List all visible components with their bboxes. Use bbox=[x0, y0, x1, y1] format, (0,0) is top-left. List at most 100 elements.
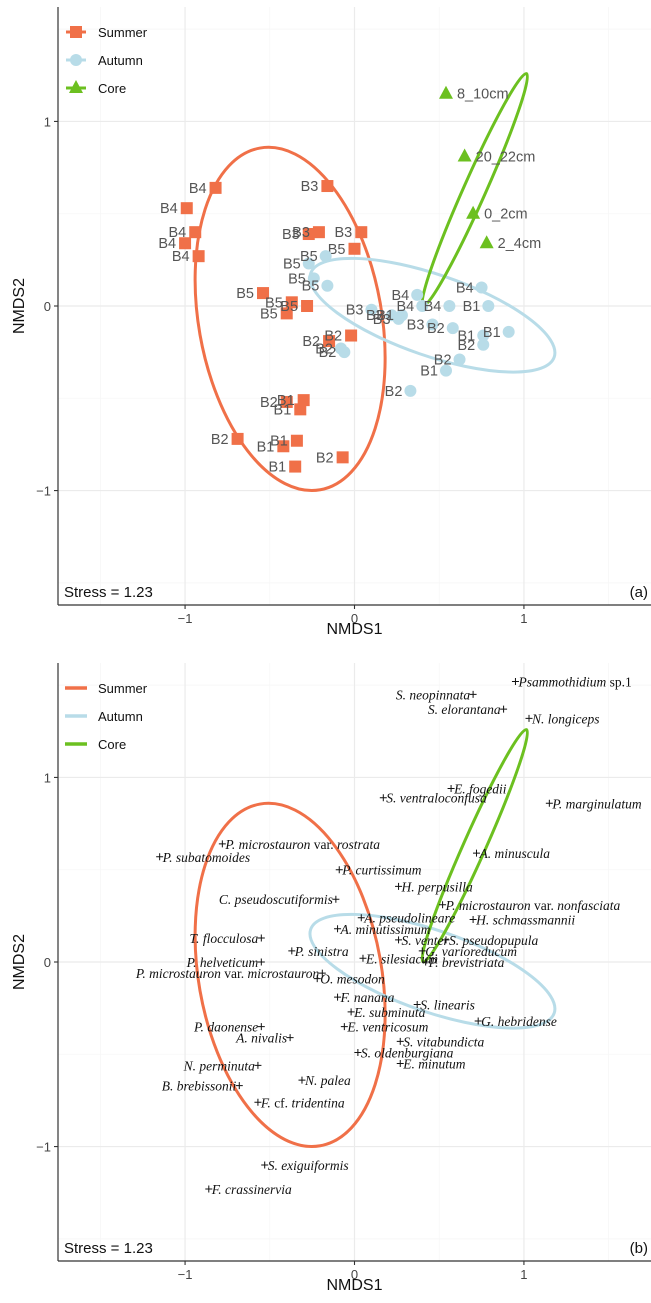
species-label-word: helveticum bbox=[196, 955, 258, 970]
species-point bbox=[254, 1061, 262, 1069]
species-label-word: A. bbox=[478, 846, 491, 861]
species-point bbox=[359, 954, 367, 962]
species-point bbox=[474, 1017, 482, 1025]
species-point bbox=[257, 934, 265, 942]
summer-point bbox=[180, 202, 193, 215]
species-label: H. schmassmannii bbox=[475, 913, 575, 928]
species-label: N. perminuta bbox=[183, 1058, 256, 1073]
summer-point-label: B4 bbox=[189, 181, 207, 197]
species-label: F. crassinervia bbox=[211, 1182, 292, 1197]
species-point bbox=[357, 914, 365, 922]
species-label-word: E. bbox=[346, 1020, 359, 1035]
autumn-point-label: B3 bbox=[366, 308, 384, 324]
species-point bbox=[469, 690, 477, 698]
summer-point bbox=[294, 403, 307, 416]
summer-point-label: B5 bbox=[328, 242, 346, 258]
species-label-word: P. bbox=[341, 863, 352, 878]
species-label: Fragilaria aquaplus bbox=[512, 647, 623, 662]
species-point bbox=[334, 925, 342, 933]
species-point bbox=[379, 794, 387, 802]
x-tick-label: 0 bbox=[351, 611, 358, 626]
species-point bbox=[447, 785, 455, 793]
species-label-word: nonfasciata bbox=[554, 898, 621, 913]
species-label-word: S. bbox=[420, 997, 430, 1012]
species-label-word: marginulatum bbox=[562, 796, 642, 811]
plot-area: Fragilaria aquaplus Psammothidium sp.1 S. … bbox=[135, 647, 642, 1197]
species-label: F. cf. tridentina bbox=[260, 1095, 345, 1110]
summer-point bbox=[290, 434, 303, 447]
species-label: S. pseudopupula bbox=[449, 933, 538, 948]
species-label: P. microstauron var. nonfasciata bbox=[445, 898, 621, 913]
stress-annotation: Stress = 1.23 bbox=[64, 584, 153, 601]
legend-label: Autumn bbox=[98, 53, 143, 68]
summer-point bbox=[277, 440, 290, 453]
summer-point bbox=[302, 228, 315, 241]
autumn-point bbox=[319, 250, 332, 263]
autumn-point-label: B1 bbox=[376, 308, 394, 324]
species-point bbox=[396, 1060, 404, 1068]
species-label-word: minutissimum bbox=[352, 922, 431, 937]
species-label: F. nanana bbox=[340, 990, 395, 1005]
species-label-word: venter bbox=[412, 933, 450, 948]
species-label-word: rostrata bbox=[334, 837, 381, 852]
species-label-word: H. bbox=[401, 879, 415, 894]
species-point bbox=[156, 853, 164, 861]
species-label-word: S. bbox=[386, 791, 396, 806]
species-label: E. subminuta bbox=[353, 1005, 426, 1020]
species-point bbox=[395, 936, 403, 944]
species-label-word: P. bbox=[186, 955, 197, 970]
autumn-point bbox=[477, 338, 490, 351]
species-point bbox=[218, 840, 226, 848]
species-label: E. silesiacum bbox=[365, 951, 438, 966]
species-point bbox=[335, 866, 343, 874]
summer-point-label: B3 bbox=[335, 225, 353, 241]
summer-point bbox=[179, 237, 192, 250]
species-point bbox=[525, 714, 533, 722]
x-tick-label: 0 bbox=[351, 1267, 358, 1282]
species-label-word: microstauron bbox=[235, 837, 310, 852]
summer-point-label: B3 bbox=[292, 225, 310, 241]
autumn-point-label: B4 bbox=[456, 281, 474, 297]
species-label-word: C. bbox=[219, 892, 231, 907]
summer-point-label: B2 bbox=[260, 395, 278, 411]
species-label: E. ventricosum bbox=[346, 1020, 428, 1035]
autumn-point bbox=[411, 288, 424, 301]
autumn-point bbox=[307, 272, 320, 285]
summer-point-label: B2 bbox=[316, 450, 334, 466]
summer-point-label: B2 bbox=[302, 334, 320, 350]
species-label-word: var. bbox=[310, 837, 333, 852]
species-label-word: F. bbox=[211, 1182, 222, 1197]
species-point bbox=[288, 947, 296, 955]
summer-point bbox=[209, 181, 222, 194]
species-label-word: aquaplus bbox=[570, 647, 623, 662]
species-label-word: S. bbox=[403, 1034, 413, 1049]
autumn-point-label: B1 bbox=[483, 325, 501, 341]
x-tick-label: 1 bbox=[520, 611, 527, 626]
species-label: P. daonense bbox=[193, 1020, 258, 1035]
summer-point-label: B1 bbox=[270, 434, 288, 450]
species-point bbox=[545, 799, 553, 807]
species-label-word: P. bbox=[162, 850, 173, 865]
species-label-word: Psammothidium bbox=[517, 674, 606, 689]
species-label-word: S. bbox=[428, 702, 438, 717]
y-axis-label: NMDS2 bbox=[11, 278, 28, 334]
species-label-word: N. bbox=[183, 1058, 196, 1073]
summer-point-label: B4 bbox=[160, 201, 178, 217]
summer-point bbox=[301, 300, 314, 312]
core-point-label: 8_10cm bbox=[457, 87, 509, 103]
species-label-word: daonense bbox=[204, 1020, 258, 1035]
summer-point-label: B3 bbox=[282, 227, 300, 243]
species-point bbox=[472, 849, 480, 857]
summer-point-label: B2 bbox=[324, 329, 342, 345]
autumn-point bbox=[404, 384, 417, 397]
species-label-word: neopinnata bbox=[406, 687, 470, 702]
species-label-word: microstauron bbox=[244, 966, 319, 981]
species-label-word: curtissimum bbox=[352, 863, 422, 878]
summer-point-label: B4 bbox=[168, 225, 186, 241]
summer-point-label: B5 bbox=[265, 295, 283, 311]
core-point bbox=[479, 235, 494, 249]
summer-point-label: B5 bbox=[260, 306, 278, 322]
species-label: S. elorantana bbox=[428, 702, 501, 717]
autumn-point-label: B2 bbox=[427, 321, 445, 337]
ellipse-summer bbox=[193, 801, 387, 1149]
